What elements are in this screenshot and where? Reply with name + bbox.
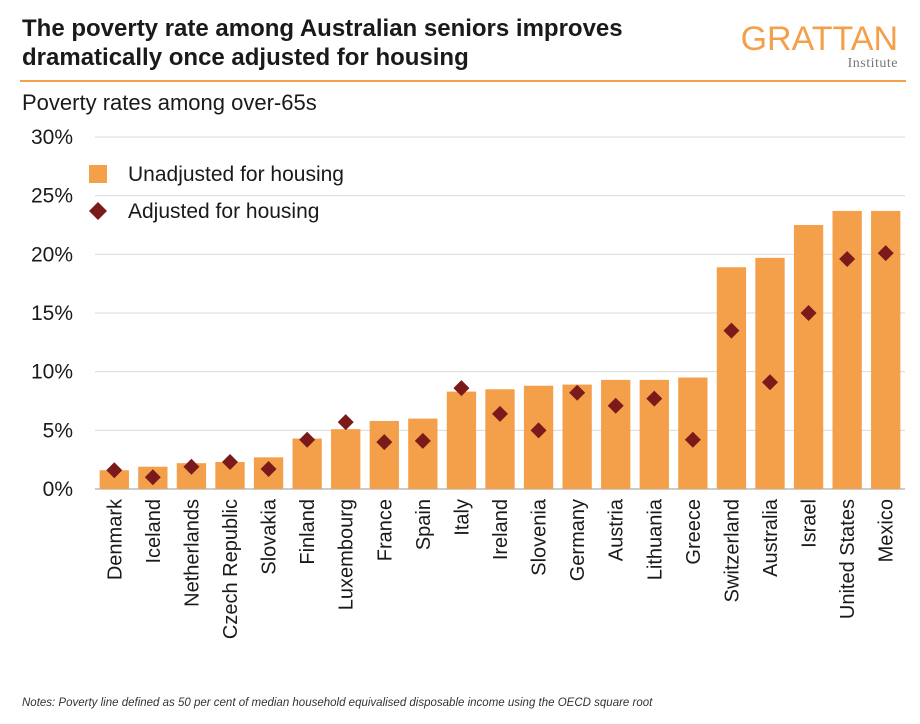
- marker: [723, 322, 740, 339]
- chart-title-line1: The poverty rate among Australian senior…: [22, 15, 623, 42]
- category-label: Mexico: [876, 499, 898, 562]
- marker: [492, 405, 508, 422]
- category-label: Greece: [683, 499, 705, 565]
- chart-area: 0% 5% 10% 15% 20% 25% 30% Denmark Iceland Nether…: [31, 126, 905, 639]
- marker: [144, 469, 161, 486]
- category-label: Netherlands: [181, 499, 203, 607]
- marker: [877, 245, 894, 262]
- marker: [337, 414, 354, 431]
- category-label: Germany: [567, 499, 589, 581]
- legend-label: Adjusted for housing: [128, 200, 319, 223]
- marker: [800, 305, 817, 321]
- y-tick-label: 20%: [31, 243, 73, 266]
- marker: [839, 251, 856, 268]
- legend-swatch-marker: [89, 202, 107, 220]
- bar: [485, 389, 515, 489]
- chart-subtitle: Poverty rates among over-65s: [22, 90, 317, 115]
- legend-label: Unadjusted for housing: [128, 163, 344, 186]
- category-label: Czech Republic: [220, 499, 242, 639]
- x-axis: Denmark Iceland Netherlands Czech Republic S…: [104, 498, 897, 639]
- bar: [793, 225, 824, 489]
- y-tick-label: 5%: [43, 419, 73, 442]
- y-tick-label: 15%: [31, 302, 73, 325]
- category-label: Ireland: [490, 499, 512, 560]
- category-label: Lithuania: [644, 498, 666, 580]
- marker: [453, 380, 470, 397]
- y-tick-label: 0%: [43, 478, 73, 501]
- markers: [106, 245, 894, 486]
- category-label: Israel: [799, 499, 821, 548]
- category-label: Italy: [451, 499, 473, 536]
- y-tick-label: 25%: [31, 185, 73, 208]
- bars: [99, 210, 901, 490]
- y-tick-label: 30%: [31, 126, 73, 149]
- bar: [755, 257, 785, 489]
- y-axis: 0% 5% 10% 15% 20% 25% 30%: [31, 126, 73, 501]
- logo-sub: Institute: [847, 56, 898, 71]
- bar: [446, 391, 477, 489]
- notes: Notes: Poverty line defined as 50 per ce…: [22, 697, 653, 709]
- marker: [569, 384, 586, 401]
- marker: [684, 431, 701, 448]
- marker: [607, 397, 624, 414]
- category-label: Denmark: [104, 498, 126, 580]
- category-label: Luxembourg: [336, 499, 358, 610]
- category-label: Switzerland: [721, 499, 743, 602]
- bar: [562, 384, 592, 489]
- category-label: United States: [837, 499, 859, 619]
- marker: [222, 454, 238, 471]
- marker: [414, 432, 431, 449]
- marker: [106, 462, 123, 479]
- grattan-logo: GRATTAN Institute: [741, 22, 898, 72]
- legend-swatch-bar: [89, 165, 107, 183]
- category-label: Slovenia: [529, 498, 551, 576]
- category-label: Austria: [606, 498, 628, 561]
- marker: [299, 431, 316, 448]
- logo-brand: GRATTAN: [740, 20, 898, 58]
- category-label: France: [374, 499, 396, 561]
- y-tick-label: 10%: [31, 361, 73, 384]
- bar: [601, 379, 631, 489]
- chart-title-line2: dramatically once adjusted for housing: [22, 44, 469, 71]
- marker: [183, 458, 200, 475]
- legend: Unadjusted for housing Adjusted for housi…: [89, 163, 344, 223]
- bar: [331, 429, 361, 489]
- category-label: Spain: [413, 499, 435, 550]
- marker: [376, 434, 393, 451]
- chart-title: The poverty rate among Australian senior…: [22, 14, 722, 72]
- title-divider: [20, 80, 906, 82]
- marker: [646, 390, 663, 407]
- bar: [369, 420, 399, 489]
- category-label: Finland: [297, 499, 319, 565]
- category-label: Slovakia: [259, 498, 281, 574]
- category-label: Iceland: [143, 499, 165, 564]
- bar: [716, 267, 747, 489]
- bar: [408, 418, 438, 489]
- marker: [530, 422, 547, 439]
- bar: [99, 470, 129, 489]
- marker: [260, 461, 277, 478]
- category-label: Australia: [760, 498, 782, 577]
- marker: [762, 374, 778, 391]
